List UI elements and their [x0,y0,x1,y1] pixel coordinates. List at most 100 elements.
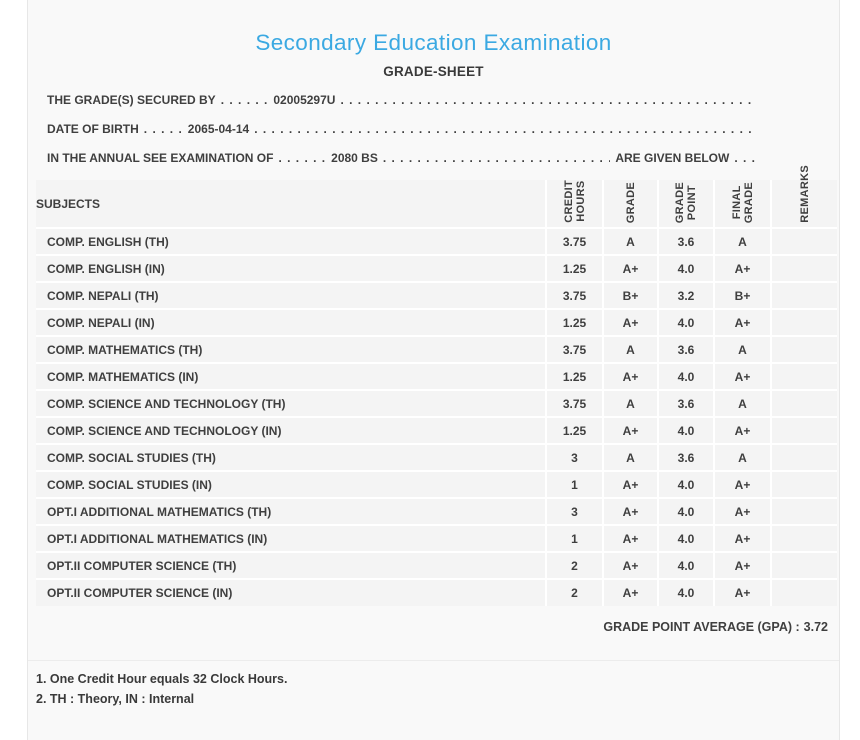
subject-cell: COMP. NEPALI (IN) [35,308,547,337]
table-row: COMP. MATHEMATICS (TH) 3.75 A 3.6 A [35,335,838,364]
date-of-birth-value: 2065-04-14 [187,121,250,136]
final-grade-cell: A [713,335,772,364]
credit-hours-cell: 3.75 [545,281,604,310]
student-symbol-number: 02005297U [273,92,336,107]
final-grade-cell: B+ [713,281,772,310]
grade-cell: A+ [602,254,659,283]
leader-dots: . . . . . [143,121,183,136]
grade-point-cell: 3.6 [657,227,715,256]
gpa-line: GRADE POINT AVERAGE (GPA) :3.72 [28,620,839,634]
subject-cell: COMP. ENGLISH (IN) [35,254,547,283]
credit-hours-cell: 2 [545,578,604,607]
info-line-date-of-birth: DATE OF BIRTH . . . . . 2065-04-14 . . .… [47,114,756,143]
credit-hours-cell: 1 [545,470,604,499]
grade-point-cell: 3.6 [657,443,715,472]
final-grade-cell: A+ [713,308,772,337]
column-header-final-grade: FINAL GRADE [713,179,772,229]
grade-point-cell: 4.0 [657,524,715,553]
column-header-grade: GRADE [602,179,659,229]
remarks-cell [770,281,838,310]
grade-sheet-subtitle: GRADE-SHEET [383,64,484,79]
table-row: COMP. MATHEMATICS (IN) 1.25 A+ 4.0 A+ [35,362,838,391]
vertical-label: REMARKS [798,165,811,223]
remarks-cell [770,335,838,364]
credit-hours-cell: 1.25 [545,362,604,391]
subject-cell: COMP. SCIENCE AND TECHNOLOGY (IN) [35,416,547,445]
leader-dots: . . . [734,150,756,165]
credit-hours-cell: 3.75 [545,389,604,418]
grade-cell: A+ [602,578,659,607]
info-prefix: DATE OF BIRTH [47,121,139,136]
page-title: Secondary Education Examination [255,30,612,55]
grade-cell: A [602,389,659,418]
credit-hours-cell: 1.25 [545,254,604,283]
table-row: COMP. ENGLISH (TH) 3.75 A 3.6 A [35,227,838,256]
info-prefix: IN THE ANNUAL SEE EXAMINATION OF [47,150,274,165]
grade-cell: A+ [602,470,659,499]
subject-cell: COMP. MATHEMATICS (TH) [35,335,547,364]
header-row: SUBJECTS CREDIT HOURS GRADE GRADE POINT … [35,165,838,229]
remarks-cell [770,362,838,391]
subject-cell: OPT.II COMPUTER SCIENCE (IN) [35,578,547,607]
table-row: OPT.I ADDITIONAL MATHEMATICS (IN) 1 A+ 4… [35,524,838,553]
table-row: COMP. SOCIAL STUDIES (TH) 3 A 3.6 A [35,443,838,472]
student-info-section: THE GRADE(S) SECURED BY . . . . . . 0200… [47,85,756,172]
remarks-cell [770,578,838,607]
subject-cell: COMP. ENGLISH (TH) [35,227,547,256]
grade-point-cell: 3.2 [657,281,715,310]
grade-point-cell: 4.0 [657,578,715,607]
grade-point-cell: 4.0 [657,254,715,283]
remarks-cell [770,497,838,526]
column-header-grade-point: GRADE POINT [657,179,715,229]
remarks-cell [770,524,838,553]
table-row: OPT.II COMPUTER SCIENCE (IN) 2 A+ 4.0 A+ [35,578,838,607]
column-header-remarks: REMARKS [770,165,838,229]
leader-dots: . . . . . . [220,92,269,107]
remarks-cell [770,389,838,418]
table-row: OPT.I ADDITIONAL MATHEMATICS (TH) 3 A+ 4… [35,497,838,526]
subject-cell: OPT.I ADDITIONAL MATHEMATICS (TH) [35,497,547,526]
final-grade-cell: A+ [713,524,772,553]
leader-dots: . . . . . . [278,150,327,165]
table-row: OPT.II COMPUTER SCIENCE (TH) 2 A+ 4.0 A+ [35,551,838,580]
info-prefix: THE GRADE(S) SECURED BY [47,92,216,107]
grades-table-body: COMP. ENGLISH (TH) 3.75 A 3.6 A COMP. EN… [35,227,838,607]
grade-cell: A [602,227,659,256]
table-row: COMP. NEPALI (TH) 3.75 B+ 3.2 B+ [35,281,838,310]
subject-cell: OPT.II COMPUTER SCIENCE (TH) [35,551,547,580]
examination-year-value: 2080 BS [331,150,378,165]
info-line-examination-year: IN THE ANNUAL SEE EXAMINATION OF . . . .… [47,143,756,172]
grade-cell: A+ [602,497,659,526]
subject-cell: COMP. MATHEMATICS (IN) [35,362,547,391]
table-row: COMP. ENGLISH (IN) 1.25 A+ 4.0 A+ [35,254,838,283]
vertical-label: GRADE [624,181,637,223]
remarks-cell [770,308,838,337]
info-line-grades-secured-by: THE GRADE(S) SECURED BY . . . . . . 0200… [47,85,756,114]
remarks-cell [770,551,838,580]
grade-cell: B+ [602,281,659,310]
footnote-th-in: 2. TH : Theory, IN : Internal [36,692,195,706]
gpa-value: 3.72 [803,620,828,634]
grade-point-cell: 3.6 [657,335,715,364]
remarks-cell [770,416,838,445]
credit-hours-cell: 1.25 [545,416,604,445]
table-row: COMP. SCIENCE AND TECHNOLOGY (TH) 3.75 A… [35,389,838,418]
grade-cell: A+ [602,416,659,445]
leader-dots: . . . . . . . . . . . . . . . . . . . . … [254,121,756,136]
vertical-label: FINAL GRADE [730,181,755,223]
grade-cell: A [602,443,659,472]
column-header-subjects: SUBJECTS [35,179,547,229]
final-grade-cell: A+ [713,551,772,580]
final-grade-cell: A [713,227,772,256]
final-grade-cell: A+ [713,470,772,499]
subject-cell: COMP. NEPALI (TH) [35,281,547,310]
remarks-cell [770,254,838,283]
grade-sheet-panel: Secondary Education Examination GRADE-SH… [27,0,840,740]
grade-point-cell: 3.6 [657,389,715,418]
grade-point-cell: 4.0 [657,308,715,337]
subject-cell: COMP. SOCIAL STUDIES (IN) [35,470,547,499]
remarks-cell [770,227,838,256]
grade-point-cell: 4.0 [657,470,715,499]
subject-cell: COMP. SCIENCE AND TECHNOLOGY (TH) [35,389,547,418]
footnote-credit-hour: 1. One Credit Hour equals 32 Clock Hours… [36,672,288,686]
